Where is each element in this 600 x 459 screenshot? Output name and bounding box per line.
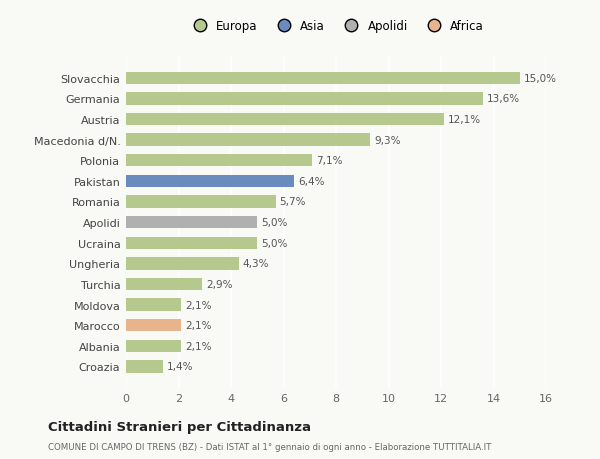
Bar (126, 93, 483, 105)
Bar (126, 113, 443, 126)
Text: COMUNE DI CAMPO DI TRENS (BZ) - Dati ISTAT al 1° gennaio di ogni anno - Elaboraz: COMUNE DI CAMPO DI TRENS (BZ) - Dati IST… (48, 442, 491, 451)
Bar (126, 299, 181, 311)
Bar (126, 155, 313, 167)
Text: 4,3%: 4,3% (243, 259, 269, 269)
Text: 5,0%: 5,0% (261, 238, 287, 248)
Text: 2,1%: 2,1% (185, 320, 212, 330)
Text: 2,1%: 2,1% (185, 341, 212, 351)
Bar (126, 196, 275, 208)
Bar (126, 134, 370, 146)
Text: 1,4%: 1,4% (167, 362, 193, 372)
Text: 7,1%: 7,1% (316, 156, 343, 166)
Text: 12,1%: 12,1% (448, 115, 481, 125)
Bar (126, 217, 257, 229)
Text: 13,6%: 13,6% (487, 94, 520, 104)
Bar (126, 360, 163, 373)
Text: 5,0%: 5,0% (261, 218, 287, 228)
Text: Cittadini Stranieri per Cittadinanza: Cittadini Stranieri per Cittadinanza (48, 420, 311, 433)
Bar (126, 340, 181, 352)
Text: 5,7%: 5,7% (280, 197, 306, 207)
Text: 2,1%: 2,1% (185, 300, 212, 310)
Legend: Europa, Asia, Apolidi, Africa: Europa, Asia, Apolidi, Africa (188, 20, 484, 33)
Bar (126, 278, 202, 291)
Bar (126, 175, 294, 188)
Bar (126, 73, 520, 85)
Text: 15,0%: 15,0% (524, 73, 557, 84)
Text: 6,4%: 6,4% (298, 176, 325, 186)
Bar (126, 319, 181, 332)
Bar (126, 257, 239, 270)
Bar (126, 237, 257, 249)
Text: 9,3%: 9,3% (374, 135, 401, 146)
Text: 2,9%: 2,9% (206, 280, 233, 289)
